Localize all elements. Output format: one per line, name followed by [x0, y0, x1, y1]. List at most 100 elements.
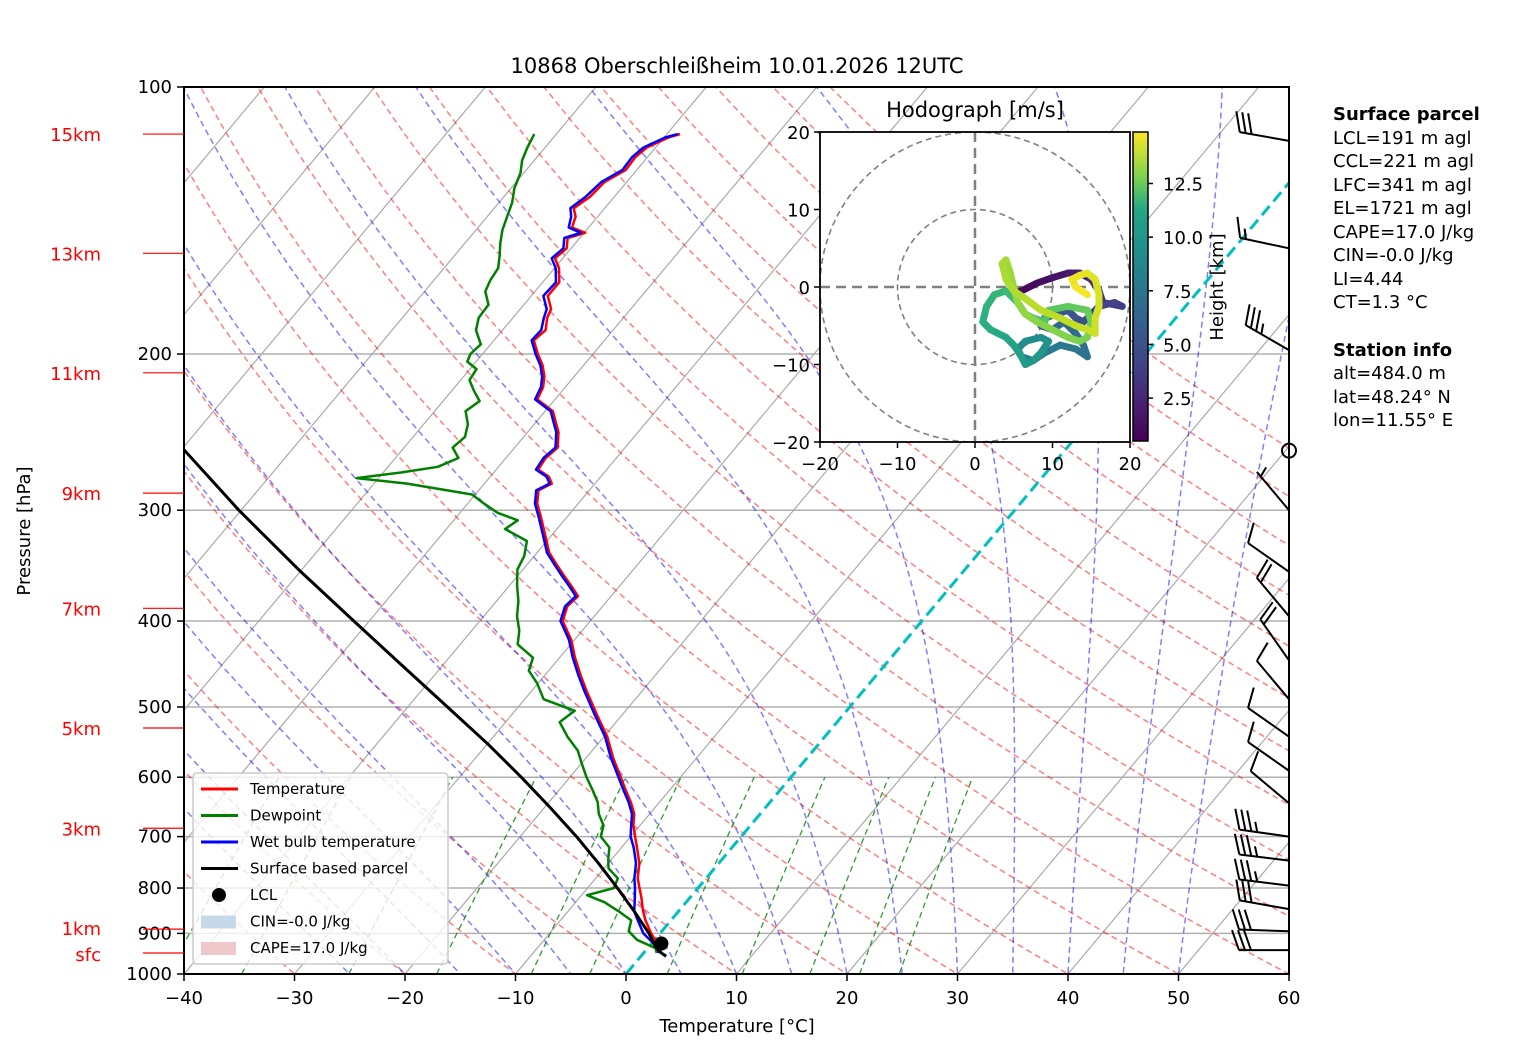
barb-feather [1245, 835, 1253, 857]
legend-swatch-patch [201, 942, 236, 955]
height-label: 3km [62, 819, 101, 840]
barb-feather [1235, 879, 1241, 901]
barb-staff [1247, 542, 1290, 573]
isotherm-line [735, 313, 1289, 974]
colorbar-tick-label: 10.0 [1163, 228, 1203, 249]
lcl-marker [654, 936, 669, 951]
side-panel: Surface parcel LCL=191 m agl CCL=221 m a… [1333, 103, 1480, 433]
height-label: 9km [62, 484, 101, 505]
moist-adiabat-line [1054, 87, 1100, 974]
barb-feather [1259, 601, 1274, 620]
legend-label: CIN=-0.0 J/kg [250, 913, 350, 931]
barb-feather [1245, 860, 1253, 882]
barb-feather [1244, 304, 1251, 326]
surface-parcel-el: EL=1721 m agl [1333, 198, 1472, 219]
height-label: 5km [62, 719, 101, 740]
wind-barbs [1231, 111, 1297, 952]
y-tick-label: 700 [138, 827, 172, 848]
barb-feather [1249, 750, 1260, 772]
barb-feather [1241, 880, 1247, 902]
barb-staff [1239, 131, 1290, 142]
hodograph-trace-segment [1072, 283, 1091, 299]
wind-barb [1231, 929, 1289, 952]
legend-label: Dewpoint [250, 807, 321, 825]
reference-lines [0, 46, 1289, 992]
barb-staff [1247, 707, 1290, 738]
dewpoint-line [355, 133, 659, 954]
moist-adiabat-line [184, 620, 517, 974]
moist-adiabat-line [184, 87, 793, 974]
moist-adiabat-line [816, 87, 1016, 974]
dry-adiabat-line [199, 87, 1181, 974]
dry-adiabat-line [314, 87, 1289, 918]
x-tick-label: −30 [276, 988, 314, 1009]
zero-isotherm-line [624, 180, 1289, 974]
legend-label: Surface based parcel [250, 860, 408, 878]
colorbar-tick-label: 7.5 [1163, 282, 1192, 303]
colorbar-tick-label: 12.5 [1163, 175, 1203, 196]
height-label: 15km [50, 125, 101, 146]
wind-barb [1247, 721, 1290, 772]
legend-box [192, 772, 449, 965]
y-tick-label: 100 [138, 77, 172, 98]
x-tick-label: 40 [1057, 988, 1080, 1009]
isotherm-line [184, 87, 597, 580]
moist-adiabat-line [184, 363, 683, 974]
dry-adiabat-line [771, 87, 1289, 498]
isotherm-line [184, 87, 487, 448]
barb-feather [1239, 834, 1247, 856]
wind-barb [1259, 601, 1290, 661]
legend-label: LCL [250, 886, 278, 904]
barb-feather [1247, 522, 1255, 544]
wind-barb [1234, 808, 1290, 838]
wind-barb [1247, 687, 1290, 738]
barb-feather [1260, 323, 1265, 335]
isotherm-line [0, 46, 77, 992]
wind-barb [1256, 466, 1290, 511]
wind-barb [1244, 304, 1290, 352]
dry-adiabat-line [184, 470, 738, 974]
station-lat: lat=48.24° N [1333, 386, 1451, 408]
mixing-ratio-line [666, 776, 755, 974]
barb-feather [1254, 846, 1259, 857]
barb-feather [1243, 909, 1252, 931]
x-tick-label: −20 [386, 988, 424, 1009]
hodograph-y-tick-label: 20 [787, 123, 810, 144]
barb-feather [1243, 929, 1252, 951]
height-label: 11km [50, 364, 101, 385]
y-tick-label: 300 [138, 500, 172, 521]
barb-feather [1231, 908, 1240, 930]
hodograph-x-tick-label: 10 [1041, 454, 1064, 475]
dry-adiabat-line [184, 267, 959, 974]
station-alt: alt=484.0 m [1333, 363, 1446, 384]
height-label: 1km [62, 919, 101, 940]
barb-feather [1243, 228, 1247, 240]
profile-series [184, 132, 681, 958]
barb-staff [1239, 853, 1290, 862]
surface-parcel-ct: CT=1.3 °C [1333, 292, 1428, 313]
legend-swatch-patch [201, 915, 236, 929]
dry-adiabat-line [184, 669, 517, 974]
wind-barb [1233, 858, 1290, 887]
barb-staff [1259, 618, 1290, 661]
x-tick-label: −40 [165, 988, 203, 1009]
mixing-ratio-line [809, 776, 890, 974]
x-tick-label: 10 [725, 988, 748, 1009]
height-label: 7km [62, 599, 101, 620]
dry-adiabat-line [371, 87, 1289, 861]
hodograph: Hodograph [m/s] −20 −10 0 10 20 20 10 0 −10 −20 2.… [772, 98, 1228, 475]
y-tick-label: 900 [138, 923, 172, 944]
barb-staff [1239, 878, 1290, 887]
hodograph-x-tick-label: −10 [879, 454, 917, 475]
dry-adiabat-line [184, 162, 1070, 974]
moist-adiabat-line [184, 687, 462, 974]
hodograph-plot-area [820, 132, 1130, 442]
hodograph-x-tick-label: 20 [1119, 454, 1142, 475]
isotherm-line [184, 87, 376, 316]
barb-feather [1254, 871, 1259, 882]
colorbar-label: Height [km] [1207, 233, 1228, 340]
legend-label: Wet bulb temperature [250, 833, 416, 851]
y-tick-label: 400 [138, 611, 172, 632]
